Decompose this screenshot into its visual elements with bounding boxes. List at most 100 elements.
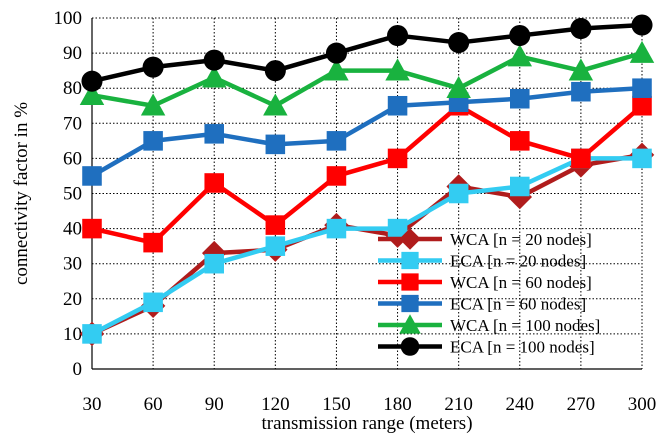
x-tick-label: 120 <box>261 394 290 415</box>
y-tick-label: 40 <box>63 219 82 240</box>
series-2 <box>82 95 652 253</box>
data-point <box>448 183 469 204</box>
series-line <box>90 85 643 178</box>
legend-swatch-marker <box>399 228 421 250</box>
data-point <box>81 70 103 92</box>
data-point <box>632 78 652 98</box>
y-tick-label: 0 <box>73 359 83 380</box>
series-5 <box>81 14 653 92</box>
series-3 <box>82 78 652 186</box>
legend-swatch-marker <box>401 273 419 291</box>
series-line <box>91 50 643 108</box>
legend-label: ECA [n = 100 nodes] <box>450 338 595 357</box>
y-tick-label: 90 <box>63 43 82 64</box>
x-tick-label: 30 <box>83 394 102 415</box>
data-point <box>509 25 531 47</box>
data-point <box>140 93 166 116</box>
data-point <box>510 131 530 151</box>
data-point <box>387 148 408 169</box>
data-point <box>204 253 224 274</box>
y-tick-label: 50 <box>63 184 82 205</box>
data-point <box>201 240 227 266</box>
data-point <box>264 60 286 82</box>
data-point <box>265 134 286 155</box>
data-point <box>326 218 347 239</box>
legend-label: WCA [n = 20 nodes] <box>450 230 592 249</box>
legend-swatch-marker <box>399 314 421 334</box>
legend-label: WCA [n = 60 nodes] <box>450 273 592 292</box>
y-tick-label: 60 <box>63 148 82 169</box>
data-point <box>82 218 102 239</box>
data-point <box>507 44 533 67</box>
data-point <box>387 95 408 116</box>
x-tick-label: 270 <box>567 394 596 415</box>
data-point <box>265 236 286 256</box>
data-point <box>143 131 163 151</box>
legend-swatch-marker <box>400 337 420 356</box>
x-tick-label: 240 <box>506 394 535 415</box>
x-tick-label: 300 <box>628 394 657 415</box>
data-point <box>203 49 225 71</box>
legend-swatch-marker <box>401 251 419 270</box>
y-axis-title: connectivity factor in % <box>11 102 32 285</box>
data-point <box>510 176 530 197</box>
legend-item: ECA [n = 60 nodes] <box>378 295 586 314</box>
axes: 0 10 20 30 40 50 60 70 80 90 100 30 60 90 120 150 180 210… <box>54 8 657 415</box>
y-tick-label: 10 <box>63 324 82 345</box>
data-point <box>631 14 653 36</box>
legend-label: WCA [n = 100 nodes] <box>450 316 600 335</box>
data-point <box>204 124 224 144</box>
y-tick-label: 100 <box>54 8 83 29</box>
x-tick-label: 180 <box>383 394 412 415</box>
series-line <box>91 22 643 84</box>
data-point <box>510 88 530 109</box>
x-tick-label: 60 <box>144 394 163 415</box>
data-point <box>632 95 652 116</box>
data-point <box>263 93 288 116</box>
legend-item: WCA [n = 100 nodes] <box>378 314 600 335</box>
legend-item: WCA [n = 20 nodes] <box>378 228 592 250</box>
series-4 <box>79 40 655 116</box>
data-point <box>448 32 470 54</box>
y-tick-label: 70 <box>63 113 82 134</box>
legend-item: ECA [n = 100 nodes] <box>378 337 595 357</box>
legend-item: ECA [n = 20 nodes] <box>378 252 586 271</box>
data-point <box>82 324 102 344</box>
legend-label: ECA [n = 20 nodes] <box>450 252 586 271</box>
y-tick-label: 30 <box>63 254 82 275</box>
series-group <box>79 14 655 347</box>
data-point <box>143 232 163 253</box>
data-point <box>143 292 163 313</box>
legend-swatch-marker <box>401 294 419 313</box>
data-point <box>326 166 347 186</box>
x-tick-label: 90 <box>205 394 224 415</box>
data-point <box>82 166 102 186</box>
legend-label: ECA [n = 60 nodes] <box>450 295 586 314</box>
data-point <box>201 65 227 88</box>
data-point <box>326 131 347 151</box>
data-point <box>446 75 471 98</box>
data-point <box>387 218 408 239</box>
x-axis-title: transmission range (meters) <box>261 413 472 434</box>
data-point <box>79 82 105 106</box>
x-tick-label: 150 <box>322 394 351 415</box>
data-point <box>142 56 164 78</box>
data-point <box>571 81 591 102</box>
data-point <box>325 42 347 64</box>
legend: WCA [n = 20 nodes] ECA [n = 20 nodes] WCA … <box>378 228 600 357</box>
y-tick-label: 20 <box>63 289 82 310</box>
data-point <box>324 58 349 81</box>
data-point <box>632 148 652 169</box>
data-point <box>629 40 655 63</box>
data-point <box>265 215 286 235</box>
data-point <box>385 58 410 81</box>
legend-item: WCA [n = 60 nodes] <box>378 273 592 292</box>
data-point <box>387 25 409 47</box>
data-point <box>570 17 592 40</box>
y-tick-label: 80 <box>63 78 82 99</box>
series-line <box>91 103 644 245</box>
data-point <box>204 173 224 193</box>
x-tick-label: 210 <box>444 394 473 415</box>
